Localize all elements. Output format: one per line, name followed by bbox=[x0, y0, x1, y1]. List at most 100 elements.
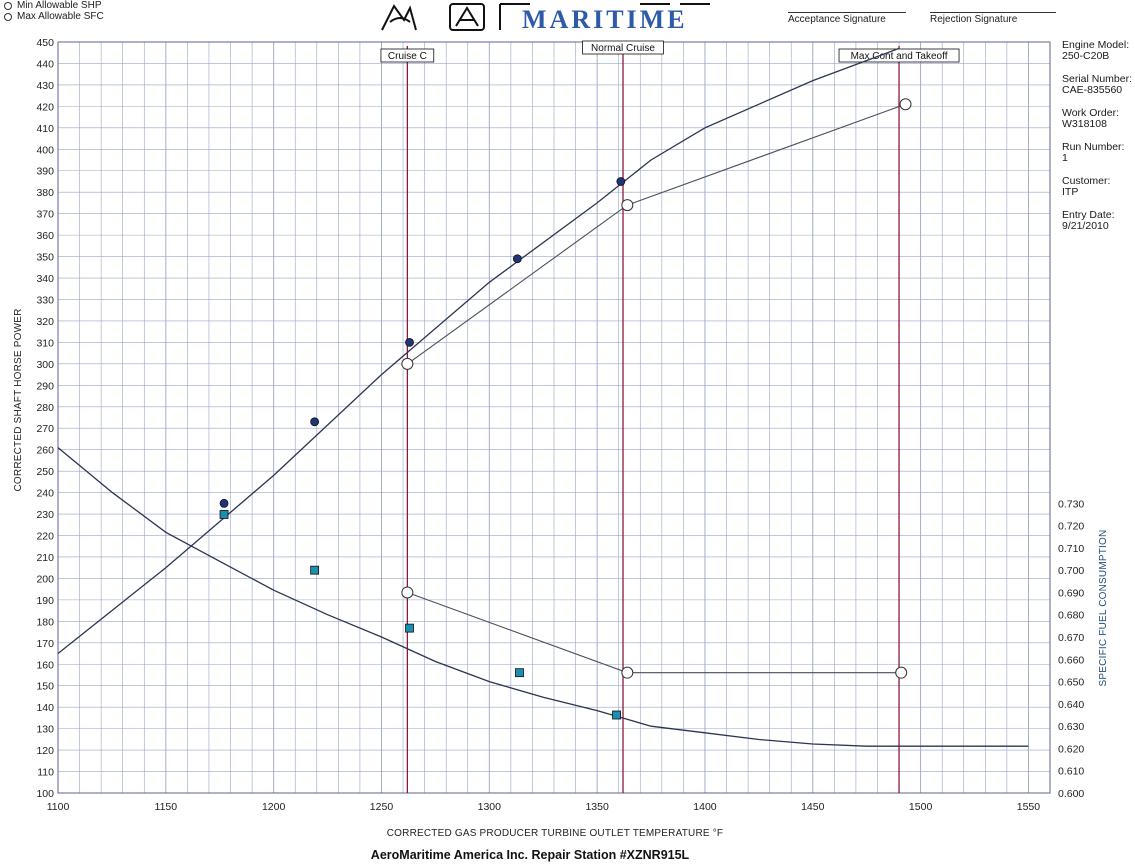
y-tick-label: 100 bbox=[36, 788, 54, 800]
marker-label: Normal Cruise bbox=[591, 43, 655, 54]
info-label: Engine Model: bbox=[1062, 39, 1130, 51]
y-tick-label: 170 bbox=[36, 638, 54, 650]
y-tick-label: 180 bbox=[36, 616, 54, 628]
info-entry-date: Entry Date: 9/21/2010 bbox=[1062, 210, 1134, 232]
legend-item-min-shp: Min Allowable SHP bbox=[4, 0, 104, 11]
sfc-data-point bbox=[310, 565, 320, 575]
x-tick-label: 1150 bbox=[155, 801, 178, 813]
y-tick-label: 370 bbox=[36, 209, 54, 221]
info-label: Work Order: bbox=[1062, 107, 1119, 119]
marker-label-box bbox=[582, 40, 664, 55]
y-tick-label: 390 bbox=[36, 166, 54, 178]
info-value: ITP bbox=[1062, 186, 1079, 198]
engine-info-panel: Engine Model: 250-C20B Serial Number: CAE-… bbox=[1062, 40, 1134, 244]
sfc-curve bbox=[57, 447, 1029, 747]
y-tick-label: 270 bbox=[36, 423, 54, 435]
y-tick-label: 430 bbox=[36, 80, 54, 92]
min-shp-limit-point bbox=[621, 199, 634, 212]
sfc-data-point bbox=[405, 623, 414, 633]
y-tick-label: 330 bbox=[36, 294, 54, 306]
info-value: 9/21/2010 bbox=[1062, 220, 1109, 232]
max-sfc-limit-point bbox=[401, 586, 414, 599]
y2-tick-label: 0.620 bbox=[1058, 743, 1084, 755]
condition-marker: Max Cont and Takeoff bbox=[838, 48, 960, 63]
y2-tick-label: 0.720 bbox=[1058, 521, 1084, 533]
max-sfc-limit-point bbox=[621, 666, 634, 679]
info-label: Entry Date: bbox=[1062, 209, 1115, 221]
y-tick-label: 310 bbox=[36, 337, 54, 349]
y-tick-label: 350 bbox=[36, 252, 54, 264]
info-engine-model: Engine Model: 250-C20B bbox=[1062, 40, 1134, 62]
brand-logo bbox=[381, 3, 710, 31]
y-tick-label: 150 bbox=[36, 681, 54, 693]
shp-data-point bbox=[219, 498, 229, 508]
x-tick-label: 1450 bbox=[801, 801, 825, 813]
data-series bbox=[57, 47, 1029, 747]
max-sfc-limit-point bbox=[895, 666, 908, 679]
info-value: 250-C20B bbox=[1062, 50, 1110, 62]
y-tick-label: 160 bbox=[36, 659, 54, 671]
shp-curve bbox=[57, 47, 900, 655]
x-axis-title: CORRECTED GAS PRODUCER TURBINE OUTLET TE… bbox=[387, 828, 723, 839]
min-shp-limit-line bbox=[407, 103, 906, 365]
marker-label-box bbox=[380, 48, 435, 63]
info-value: W318108 bbox=[1062, 118, 1107, 130]
y-tick-label: 200 bbox=[36, 573, 54, 585]
footer-text: AeroMaritime America Inc. Repair Station… bbox=[370, 848, 690, 862]
marker-label: Cruise C bbox=[388, 51, 427, 62]
legend-label: Min Allowable SHP bbox=[17, 0, 102, 11]
legend: Min Allowable SHP Max Allowable SFC bbox=[4, 0, 104, 22]
info-customer: Customer: ITP bbox=[1062, 176, 1134, 198]
axis-ticks: 100 110 120 130 140 150 160 170 180 190 200 210 220 2… bbox=[36, 37, 1084, 813]
info-value: CAE-835560 bbox=[1062, 84, 1123, 96]
brand-text: MARITIME bbox=[522, 5, 688, 34]
x-tick-label: 1300 bbox=[478, 801, 502, 813]
y-tick-label: 110 bbox=[37, 767, 54, 779]
y-tick-label: 290 bbox=[36, 380, 54, 392]
y2-tick-label: 0.640 bbox=[1058, 699, 1084, 711]
y-tick-label: 220 bbox=[36, 531, 54, 543]
y2-tick-label: 0.650 bbox=[1058, 677, 1084, 689]
info-run-number: Run Number: 1 bbox=[1062, 142, 1134, 164]
marker-label: Max Cont and Takeoff bbox=[851, 51, 948, 62]
y-tick-label: 260 bbox=[36, 445, 54, 457]
grid bbox=[57, 41, 1051, 794]
x-tick-label: 1500 bbox=[909, 801, 933, 813]
y-tick-label: 210 bbox=[36, 552, 54, 564]
condition-markers: Cruise C Normal Cruise Max Cont and Takeof… bbox=[380, 40, 960, 793]
y-tick-label: 300 bbox=[36, 359, 54, 371]
y-tick-label: 440 bbox=[36, 58, 54, 70]
condition-marker: Cruise C bbox=[380, 48, 435, 63]
legend-item-max-sfc: Max Allowable SFC bbox=[4, 11, 104, 22]
sfc-data-point bbox=[515, 668, 524, 678]
y2-tick-label: 0.670 bbox=[1058, 632, 1084, 644]
shp-data-point bbox=[405, 337, 414, 347]
y-tick-label: 230 bbox=[36, 509, 54, 521]
plot-frame bbox=[57, 41, 1051, 794]
sfc-data-point bbox=[612, 710, 621, 720]
y-tick-label: 450 bbox=[36, 37, 54, 49]
y-tick-label: 250 bbox=[36, 466, 54, 478]
y2-tick-label: 0.700 bbox=[1058, 565, 1084, 577]
rejection-signature: Rejection Signature bbox=[930, 12, 1056, 25]
info-label: Customer: bbox=[1062, 175, 1111, 187]
y-tick-label: 240 bbox=[36, 488, 54, 500]
y-tick-label: 400 bbox=[36, 144, 54, 156]
y2-tick-label: 0.690 bbox=[1058, 587, 1084, 599]
y2-tick-label: 0.660 bbox=[1058, 654, 1084, 666]
x-tick-label: 1200 bbox=[262, 801, 286, 813]
open-circle-icon bbox=[4, 1, 12, 10]
info-value: 1 bbox=[1062, 152, 1068, 164]
sfc-data-point bbox=[219, 510, 229, 519]
y-tick-label: 380 bbox=[36, 187, 54, 199]
open-circle-icon bbox=[4, 12, 12, 21]
x-tick-label: 1100 bbox=[47, 801, 70, 813]
y2-tick-label: 0.730 bbox=[1058, 498, 1084, 510]
info-label: Serial Number: bbox=[1062, 73, 1133, 85]
y-tick-label: 320 bbox=[36, 316, 54, 328]
max-sfc-limit-line bbox=[407, 591, 902, 674]
shp-data-point bbox=[512, 254, 522, 264]
legend-label: Max Allowable SFC bbox=[17, 11, 104, 22]
min-shp-limit-point bbox=[401, 357, 414, 370]
